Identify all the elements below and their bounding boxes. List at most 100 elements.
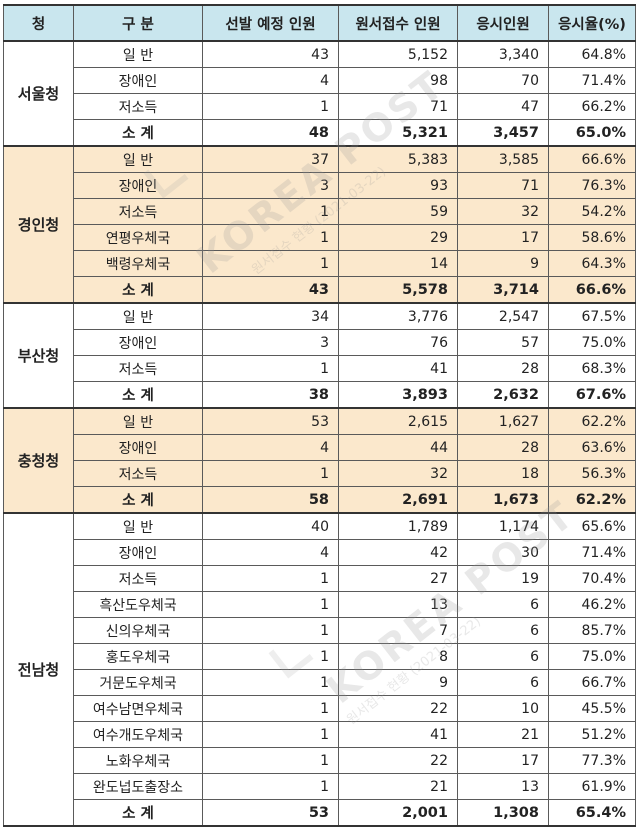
rate-cell: 62.2% [548,486,636,514]
table-row: 장애인 4 44 28 63.6% [4,434,636,461]
planned-cell: 4 [202,434,339,461]
examinees-cell: 17 [457,747,549,774]
category-cell: 저소득 [73,355,203,382]
examinees-cell: 6 [457,643,549,670]
examinees-cell: 70 [457,67,549,94]
applied-cell: 13 [338,591,458,618]
category-cell: 저소득 [73,93,203,120]
category-cell: 여수남면우체국 [73,695,203,722]
applied-cell: 9 [338,669,458,696]
examinees-cell: 1,308 [457,799,549,827]
rate-cell: 56.3% [548,460,636,487]
planned-cell: 43 [202,40,339,68]
planned-cell: 48 [202,119,339,147]
recruitment-table: 청 구 분 선발 예정 인원 원서접수 인원 응시인원 응시율(%) 서울청 일 … [3,4,636,827]
planned-cell: 1 [202,250,339,277]
examinees-cell: 71 [457,172,549,199]
rate-cell: 45.5% [548,695,636,722]
category-cell: 저소득 [73,198,203,225]
planned-cell: 34 [202,302,339,330]
planned-cell: 40 [202,512,339,540]
category-cell: 거문도우체국 [73,669,203,696]
examinees-cell: 1,174 [457,512,549,540]
rate-cell: 63.6% [548,434,636,461]
applied-cell: 22 [338,695,458,722]
rate-cell: 76.3% [548,172,636,199]
applied-cell: 27 [338,565,458,592]
applied-cell: 71 [338,93,458,120]
examinees-cell: 9 [457,250,549,277]
table-row: 저소득 1 27 19 70.4% [4,565,636,592]
header-row: 청 구 분 선발 예정 인원 원서접수 인원 응시인원 응시율(%) [3,4,636,42]
examinees-cell: 57 [457,329,549,356]
rate-cell: 62.2% [548,407,636,435]
rate-cell: 71.4% [548,67,636,94]
planned-cell: 3 [202,172,339,199]
applied-cell: 5,578 [338,276,458,304]
planned-cell: 1 [202,460,339,487]
header-region: 청 [3,4,74,42]
table-row: 흑산도우체국 1 13 6 46.2% [4,591,636,618]
header-planned: 선발 예정 인원 [202,4,339,42]
subtotal-row: 소 계 48 5,321 3,457 65.0% [4,119,636,147]
rate-cell: 51.2% [548,721,636,748]
subtotal-row: 소 계 53 2,001 1,308 65.4% [4,799,636,827]
header-category: 구 분 [73,4,203,42]
applied-cell: 98 [338,67,458,94]
planned-cell: 43 [202,276,339,304]
planned-cell: 1 [202,355,339,382]
applied-cell: 8 [338,643,458,670]
applied-cell: 44 [338,434,458,461]
table-row: 저소득 1 41 28 68.3% [4,355,636,382]
table-row: 장애인 3 93 71 76.3% [4,172,636,199]
applied-cell: 5,152 [338,40,458,68]
subtotal-row: 소 계 58 2,691 1,673 62.2% [4,486,636,514]
planned-cell: 1 [202,198,339,225]
examinees-cell: 1,627 [457,407,549,435]
examinees-cell: 28 [457,434,549,461]
table-row: 홍도우체국 1 8 6 75.0% [4,643,636,670]
rate-cell: 67.6% [548,381,636,409]
category-cell: 일 반 [73,512,203,540]
table-row: 부산청 일 반 34 3,776 2,547 67.5% [3,302,636,409]
table-row: 저소득 1 59 32 54.2% [4,198,636,225]
examinees-cell: 17 [457,224,549,251]
planned-cell: 4 [202,67,339,94]
examinees-cell: 3,457 [457,119,549,147]
table-row: 거문도우체국 1 9 6 66.7% [4,669,636,696]
applied-cell: 29 [338,224,458,251]
examinees-cell: 2,547 [457,302,549,330]
examinees-cell: 13 [457,773,549,800]
rate-cell: 54.2% [548,198,636,225]
applied-cell: 5,321 [338,119,458,147]
rate-cell: 61.9% [548,773,636,800]
rate-cell: 46.2% [548,591,636,618]
examinees-cell: 10 [457,695,549,722]
applied-cell: 2,001 [338,799,458,827]
category-cell: 여수개도우체국 [73,721,203,748]
rate-cell: 85.7% [548,617,636,644]
rate-cell: 65.0% [548,119,636,147]
category-cell: 완도넙도출장소 [73,773,203,800]
examinees-cell: 2,632 [457,381,549,409]
category-cell: 소 계 [73,381,203,409]
table-row: 연평우체국 1 29 17 58.6% [4,224,636,251]
table-row: 백령우체국 1 14 9 64.3% [4,250,636,277]
rate-cell: 75.0% [548,643,636,670]
applied-cell: 2,615 [338,407,458,435]
category-cell: 일 반 [73,145,203,173]
planned-cell: 1 [202,93,339,120]
header-rate: 응시율(%) [548,4,636,42]
planned-cell: 38 [202,381,339,409]
applied-cell: 5,383 [338,145,458,173]
planned-cell: 1 [202,747,339,774]
category-cell: 노화우체국 [73,747,203,774]
table-row: 장애인 4 98 70 71.4% [4,67,636,94]
region-cell: 전남청 [3,512,74,827]
category-cell: 백령우체국 [73,250,203,277]
category-cell: 연평우체국 [73,224,203,251]
planned-cell: 58 [202,486,339,514]
category-cell: 흑산도우체국 [73,591,203,618]
planned-cell: 53 [202,407,339,435]
rate-cell: 65.4% [548,799,636,827]
